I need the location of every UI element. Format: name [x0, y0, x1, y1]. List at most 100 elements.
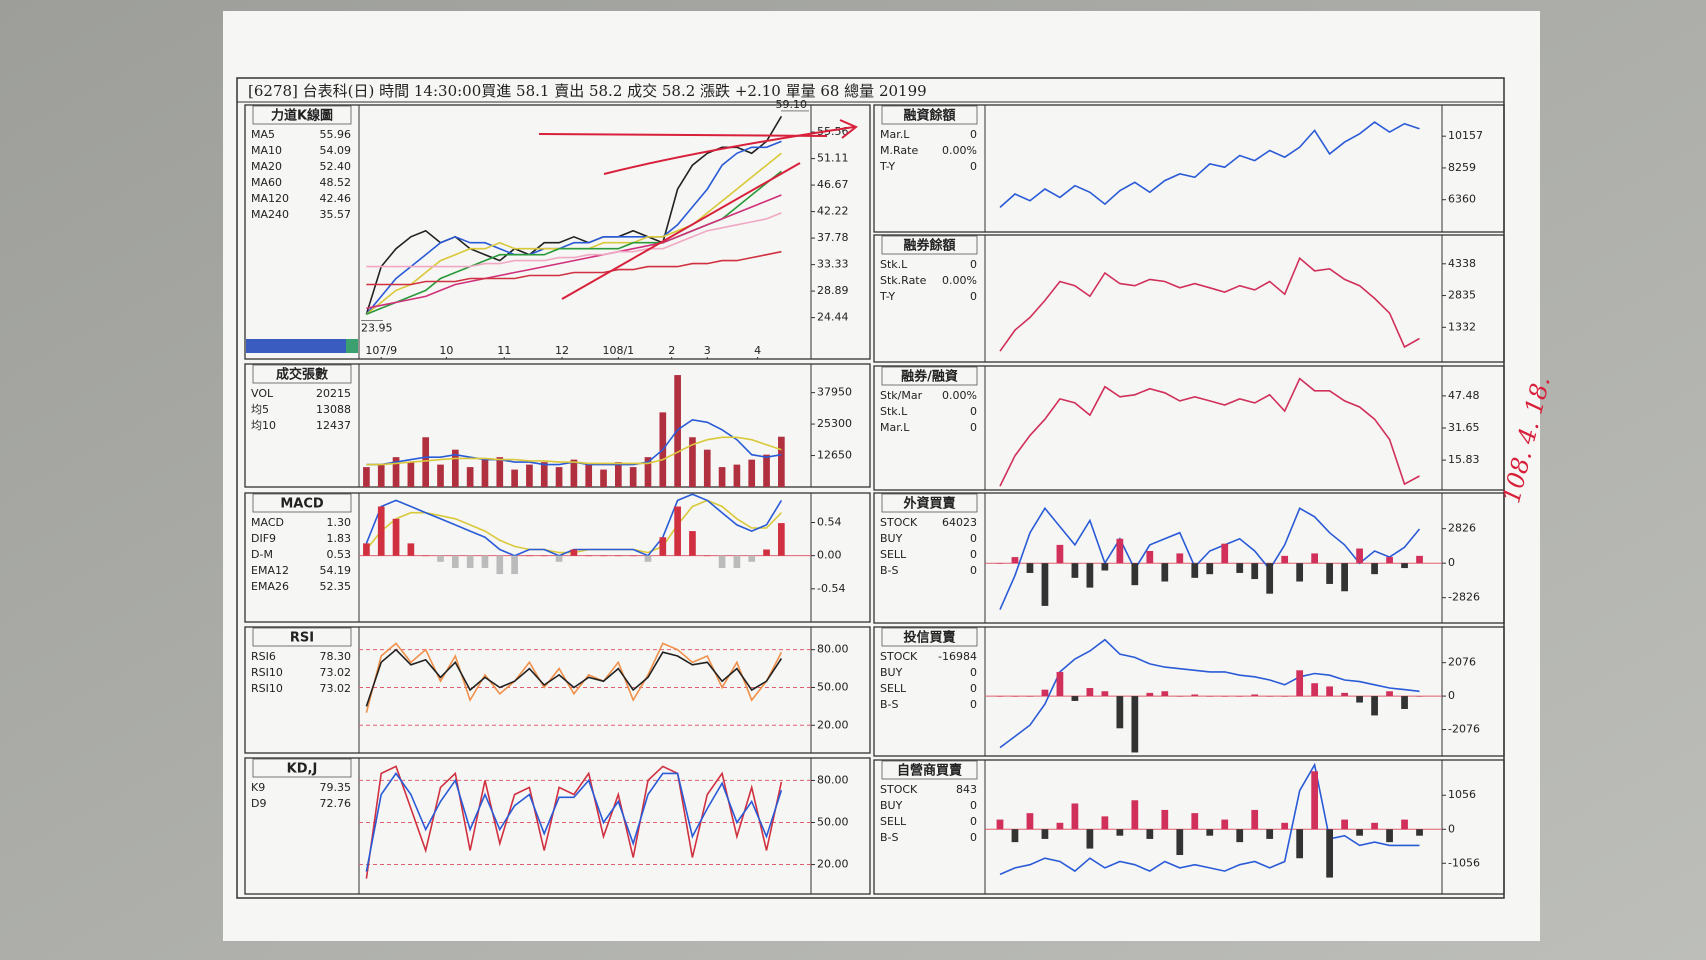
- bar: [1401, 819, 1408, 830]
- bar: [1011, 696, 1019, 697]
- legend-name: STOCK: [880, 650, 918, 663]
- y-tick-label: -2076: [1448, 723, 1480, 736]
- high-label: 59.10: [776, 98, 808, 111]
- legend-name: EMA26: [251, 580, 289, 593]
- bar: [629, 467, 637, 487]
- hand-drawn-line: [538, 133, 828, 137]
- bar: [1356, 829, 1363, 836]
- bar: [1056, 544, 1064, 564]
- bar: [1386, 691, 1393, 697]
- y-tick-label: 50.00: [817, 680, 849, 693]
- bar: [1116, 538, 1124, 564]
- panel-title: KD,J: [287, 762, 318, 777]
- hand-drawn-line: [561, 162, 801, 300]
- legend-name: MA10: [251, 144, 282, 157]
- legend-value: 0: [970, 532, 977, 545]
- bar: [540, 462, 548, 487]
- legend-value: 54.19: [320, 564, 352, 577]
- low-label: 23.95: [361, 322, 393, 335]
- legend-name: BUY: [880, 532, 903, 545]
- bar: [1371, 696, 1378, 716]
- legend-name: BUY: [880, 799, 903, 812]
- bar: [511, 555, 518, 575]
- bar: [1416, 829, 1423, 836]
- legend-value: 12437: [316, 419, 351, 432]
- legend-name: Stk/Mar: [880, 389, 923, 402]
- y-tick-label: 10157: [1448, 129, 1483, 142]
- bar: [570, 459, 578, 487]
- x-tick-label: 12: [555, 344, 569, 357]
- panel-title: 外資買賣: [902, 496, 956, 512]
- bar: [1191, 694, 1199, 697]
- series-line: [999, 256, 1420, 352]
- bar: [1056, 822, 1064, 830]
- panel-title: 成交張數: [276, 367, 328, 383]
- bar: [1221, 543, 1229, 564]
- y-tick-label: 0.54: [817, 515, 842, 528]
- legend-value: 0.53: [327, 548, 352, 561]
- bar: [526, 464, 533, 487]
- legend-value: 20215: [316, 387, 351, 400]
- legend-name: MACD: [251, 516, 284, 529]
- series-line: [365, 772, 783, 872]
- bar: [629, 555, 637, 557]
- legend-name: 均10: [251, 419, 276, 432]
- bar: [1056, 671, 1064, 697]
- bar: [1026, 813, 1034, 830]
- title-box: [881, 105, 978, 125]
- bar: [1206, 829, 1214, 836]
- legend-value: 1.83: [327, 532, 352, 545]
- y-tick-label: 28.89: [817, 284, 849, 297]
- bar: [1011, 557, 1019, 564]
- title-box: [252, 627, 352, 647]
- bar: [437, 555, 444, 562]
- bar: [407, 462, 415, 487]
- bar: [555, 467, 563, 487]
- legend-name: B-S: [880, 831, 899, 844]
- bar: [1131, 696, 1139, 753]
- title-box: [252, 364, 352, 384]
- bar: [1236, 829, 1244, 843]
- bar: [1311, 683, 1319, 697]
- panel-title: 自營商買賣: [897, 763, 963, 779]
- bar: [1011, 829, 1019, 843]
- bar: [1071, 803, 1079, 830]
- series-line: [999, 638, 1420, 749]
- y-tick-label: 0.00: [817, 549, 842, 562]
- legend-value: 0: [970, 698, 977, 711]
- bar: [1071, 696, 1079, 701]
- legend-name: STOCK: [880, 516, 918, 529]
- legend-name: Mar.L: [880, 421, 910, 434]
- y-tick-label: -1056: [1448, 856, 1480, 869]
- legend-value: 0: [970, 682, 977, 695]
- legend-value: 0.00%: [942, 274, 977, 287]
- series-line: [366, 194, 782, 310]
- bar: [437, 464, 444, 487]
- bar: [659, 537, 667, 556]
- bar: [600, 469, 607, 487]
- bar: [1086, 829, 1094, 849]
- y-tick-label: 31.65: [1448, 421, 1480, 434]
- bar: [392, 457, 400, 487]
- bar: [703, 555, 711, 557]
- bar: [1146, 550, 1154, 564]
- legend-value: 72.76: [320, 797, 352, 810]
- legend-name: BUY: [880, 666, 903, 679]
- series-line: [365, 140, 782, 315]
- y-tick-label: 51.11: [817, 152, 849, 165]
- bar: [1236, 563, 1244, 573]
- panel-frame: [244, 626, 871, 754]
- legend-value: -16984: [938, 650, 977, 663]
- bar: [1401, 563, 1408, 569]
- legend-value: 0: [970, 831, 977, 844]
- bar: [718, 467, 726, 487]
- legend-value: 0: [970, 421, 977, 434]
- legend-name: STOCK: [880, 783, 918, 796]
- bar: [1206, 563, 1214, 575]
- bar: [615, 555, 622, 557]
- y-tick-label: -2826: [1448, 591, 1480, 604]
- panel-title: 投信買賣: [903, 630, 956, 646]
- bar: [526, 555, 533, 557]
- bar: [1161, 809, 1169, 830]
